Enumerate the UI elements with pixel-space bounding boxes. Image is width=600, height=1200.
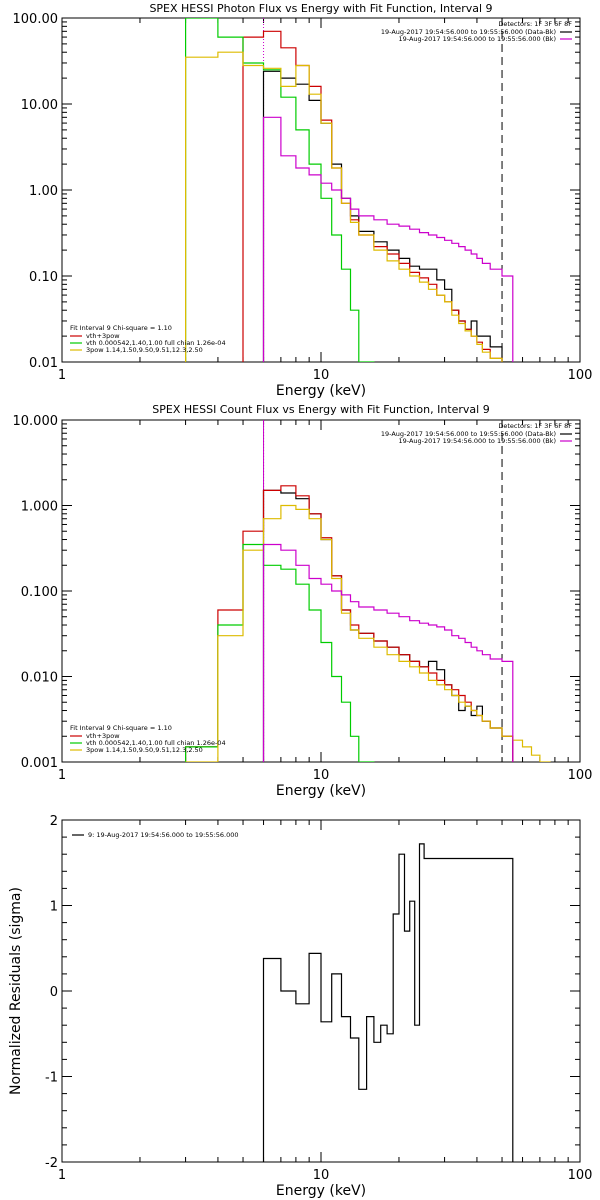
series-line-1 <box>262 70 513 362</box>
x-tick-label: 100 <box>568 768 593 783</box>
chart-title: SPEX HESSI Count Flux vs Energy with Fit… <box>152 403 489 416</box>
x-tick-label: 1 <box>58 368 66 383</box>
x-axis-label: Energy (keV) <box>276 1183 366 1199</box>
legend-top-entry: 19-Aug-2017 19:54:56.000 to 19:55:56.000… <box>381 28 556 36</box>
x-tick-label: 10 <box>313 368 330 383</box>
series-line-1 <box>262 489 514 762</box>
x-tick-label: 1 <box>58 1168 66 1183</box>
series-line-3 <box>185 543 386 762</box>
x-tick-label: 100 <box>568 368 593 383</box>
legend-top-entry: 19-Aug-2017 19:54:56.000 to 19:55:56.000… <box>399 437 556 445</box>
legend-entry: 9: 19-Aug-2017 19:54:56.000 to 19:55:56.… <box>88 831 239 839</box>
series-line-5 <box>262 543 514 762</box>
x-tick-label: 10 <box>313 1168 330 1183</box>
series-group <box>185 18 525 362</box>
series-line-1 <box>262 843 514 1162</box>
legend-bottom-header: Fit Interval 9 Chi-square = 1.10 <box>70 324 172 332</box>
y-tick-label: 1 <box>50 900 58 915</box>
x-axis-label: Energy (keV) <box>276 383 366 399</box>
y-tick-label: 0.10 <box>29 270 58 285</box>
x-tick-label: 10 <box>313 768 330 783</box>
y-tick-label: 0.01 <box>29 356 58 371</box>
legend-top-entry: 19-Aug-2017 19:54:56.000 to 19:55:56.000… <box>399 35 556 43</box>
x-tick-label: 100 <box>568 1168 593 1183</box>
y-tick-label: -1 <box>45 1071 58 1086</box>
legend-bottom-entry: vth 0.000542,1.40,1.00 full chian 1.26e-… <box>86 739 226 747</box>
y-tick-label: 100.00 <box>13 12 59 27</box>
chart-title: SPEX HESSI Photon Flux vs Energy with Fi… <box>149 2 492 15</box>
y-tick-label: 1.000 <box>21 500 58 515</box>
y-tick-label: 0.010 <box>21 671 58 686</box>
y-tick-label: 1.00 <box>29 184 58 199</box>
y-tick-label: 0 <box>50 985 58 1000</box>
chart-panel-3: 1 10 100 Energy (keV) -2 -1 0 1 2 Normalized Resi… <box>8 814 592 1199</box>
y-tick-label: 0.001 <box>21 756 58 771</box>
y-tick-label: 0.100 <box>21 585 58 600</box>
series-line-4 <box>185 504 551 762</box>
legend-top-entry: 19-Aug-2017 19:54:56.000 to 19:55:56.000… <box>381 430 556 438</box>
legend-bottom-entry: vth+3pow <box>86 732 120 740</box>
series-line-2 <box>242 30 514 362</box>
legend-bottom-entry: vth 0.000542,1.40,1.00 full chian 1.26e-… <box>86 339 226 347</box>
y-tick-label: 2 <box>50 814 58 829</box>
legend-top-header: Detectors: 1F 3F 6F 8F <box>498 20 572 28</box>
legend-bottom-entry: vth+3pow <box>86 332 120 340</box>
y-axis-label: Normalized Residuals (sigma) <box>8 887 24 1095</box>
series-group <box>262 843 514 1162</box>
x-axis-label: Energy (keV) <box>276 783 366 799</box>
legend-top-header: Detectors: 1F 3F 6F 8F <box>498 422 572 430</box>
series-line-2 <box>185 485 514 762</box>
y-tick-label: -2 <box>45 1156 58 1171</box>
y-tick-label: 10.000 <box>13 414 59 429</box>
series-line-5 <box>262 116 514 362</box>
legend-bottom-entry: 3pow 1.14,1.50,9.50,9.51,12.3,2.50 <box>86 346 203 354</box>
chart-panel-1: SPEX HESSI Photon Flux vs Energy with Fi… <box>13 2 593 399</box>
series-line-3 <box>185 18 386 362</box>
series-group <box>185 485 551 762</box>
legend-bottom-entry: 3pow 1.14,1.50,9.50,9.51,12.3,2.50 <box>86 746 203 754</box>
chart-panel-2: SPEX HESSI Count Flux vs Energy with Fit… <box>13 403 593 799</box>
x-tick-label: 1 <box>58 768 66 783</box>
y-tick-label: 10.00 <box>21 98 58 113</box>
legend-bottom-header: Fit Interval 9 Chi-square = 1.10 <box>70 724 172 732</box>
series-line-4 <box>185 51 525 362</box>
